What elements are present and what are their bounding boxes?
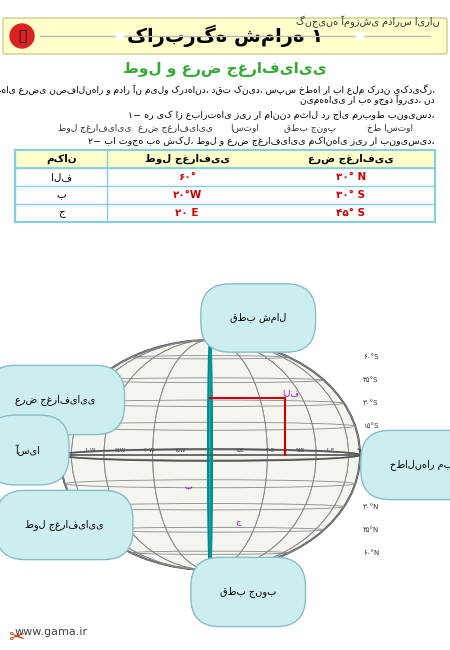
Text: ۳۰° S: ۳۰° S [337, 190, 365, 200]
Text: طول و عرض جغرافیایی: طول و عرض جغرافیایی [123, 62, 327, 77]
Text: قطب جنوب: قطب جنوب [284, 123, 336, 132]
FancyBboxPatch shape [3, 18, 447, 54]
Text: ۳۰W: ۳۰W [144, 448, 156, 453]
Text: ۳۰°S: ۳۰°S [363, 400, 378, 406]
Text: ۶۰°: ۶۰° [178, 172, 196, 182]
Text: 🚫: 🚫 [18, 29, 26, 43]
Text: ۰: ۰ [208, 448, 212, 453]
Text: ۲۰°W: ۲۰°W [172, 190, 202, 200]
Text: عرض جغرافیایی: عرض جغرافیایی [15, 395, 95, 406]
Text: ۴۵W: ۴۵W [114, 448, 126, 453]
Text: استوا: استوا [230, 123, 260, 132]
Text: ج: ج [235, 517, 241, 526]
Text: ۶۰°S: ۶۰°S [363, 354, 378, 360]
Text: ۶۰W: ۶۰W [84, 448, 96, 453]
Text: ✂: ✂ [8, 629, 24, 647]
Text: ۲− با توجه به شکل، طول و عرض جغرافیایی مکان‌های زیر را بنویسید،: ۲− با توجه به شکل، طول و عرض جغرافیایی م… [88, 136, 435, 146]
Text: قطب شمال: قطب شمال [230, 313, 286, 323]
Text: ج: ج [58, 208, 65, 218]
Text: ۹۰: ۹۰ [57, 448, 63, 453]
Text: ۶۰°N: ۶۰°N [363, 550, 379, 556]
Text: مکان: مکان [46, 154, 76, 164]
Text: ۴۵° S: ۴۵° S [337, 208, 365, 218]
Text: نیمه‌هایی را به وجود آورید، ند: نیمه‌هایی را به وجود آورید، ند [301, 95, 435, 105]
Text: به شکل کرە زمین که خطهای عرضی نصفالنهار و مدار آن میلو کردهاند، دقت کنید، سپس خط: به شکل کرە زمین که خطهای عرضی نصفالنهار … [0, 84, 435, 95]
Text: www.gama.ir: www.gama.ir [15, 627, 88, 637]
Text: خطالنهار مبدا: خطالنهار مبدا [390, 460, 450, 471]
Text: ب: ب [56, 190, 66, 200]
Text: ۱۵°S: ۱۵°S [363, 423, 378, 429]
Text: ب: ب [184, 482, 193, 491]
Circle shape [356, 32, 364, 40]
Ellipse shape [50, 330, 370, 580]
Text: طول جغرافیایی: طول جغرافیایی [58, 123, 132, 132]
Text: طول جغرافیایی: طول جغرافیایی [25, 519, 104, 530]
Text: ۳۰E: ۳۰E [266, 448, 274, 453]
Text: ۱− هر یک از عبارت‌های زیر را مانند مثال در جای مربوط بنویسد،: ۱− هر یک از عبارت‌های زیر را مانند مثال … [128, 110, 435, 120]
Text: الف: الف [282, 389, 299, 398]
Ellipse shape [60, 340, 360, 570]
Text: آسیا: آسیا [15, 444, 40, 456]
Text: طول جغرافیی: طول جغرافیی [145, 154, 230, 164]
Bar [15, 150, 435, 222]
Text: ۲۰ E: ۲۰ E [176, 208, 199, 218]
Text: ۴۵°S: ۴۵°S [363, 377, 378, 384]
Text: عرض جغرافیایی: عرض جغرافیایی [138, 123, 212, 132]
Text: ۳۰° N: ۳۰° N [336, 172, 366, 182]
Text: ۱۵E: ۱۵E [235, 448, 245, 453]
Text: ۴۵°N: ۴۵°N [363, 526, 379, 533]
Circle shape [116, 32, 124, 40]
Text: ۴۵E: ۴۵E [295, 448, 305, 453]
FancyBboxPatch shape [15, 150, 435, 168]
Text: ۱۵W: ۱۵W [174, 448, 186, 453]
Text: الف: الف [51, 172, 72, 182]
Text: ۱۵°N: ۱۵°N [363, 481, 379, 487]
Text: خط استوا: خط استوا [367, 123, 413, 132]
Text: گنجینه آموزشی مدارس ایران: گنجینه آموزشی مدارس ایران [296, 15, 440, 27]
Text: ۶۰E: ۶۰E [325, 448, 335, 453]
Text: ۹۰: ۹۰ [357, 448, 363, 453]
Text: ۳۰°N: ۳۰°N [363, 504, 379, 510]
Text: عرض جغرافیی: عرض جغرافیی [308, 154, 394, 164]
Text: کاربرگە شمارە ۱: کاربرگە شمارە ۱ [127, 25, 323, 47]
Circle shape [10, 24, 34, 48]
Text: قطب جنوب: قطب جنوب [220, 586, 276, 597]
